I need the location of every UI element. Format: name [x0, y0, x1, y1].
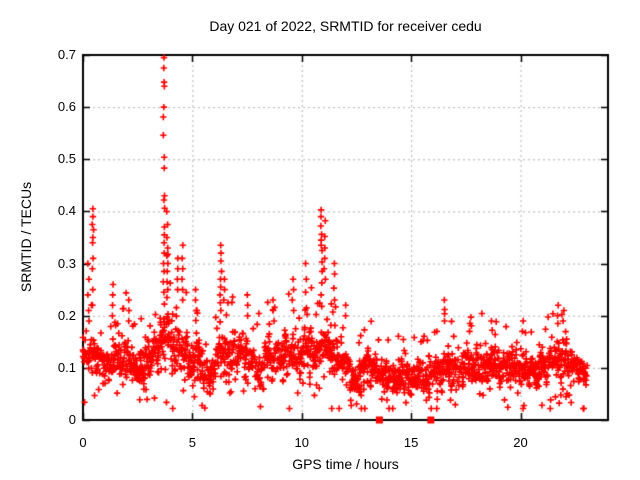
x-tick-label: 5	[188, 435, 196, 450]
y-tick-label: 0	[68, 412, 76, 427]
y-tick-label: 0.4	[57, 203, 76, 219]
x-tick-label: 15	[403, 435, 419, 450]
y-axis-label: SRMTID / TECUs	[18, 181, 34, 293]
y-tick-label: 0.6	[57, 99, 76, 115]
x-axis-label: GPS time / hours	[292, 456, 399, 472]
chart-title: Day 021 of 2022, SRMTID for receiver ced…	[209, 18, 482, 34]
x-tick-label: 10	[294, 435, 309, 450]
x-tick-label: 20	[513, 435, 528, 450]
y-tick-label: 0.7	[57, 47, 76, 62]
y-tick-label: 0.5	[57, 151, 76, 167]
y-tick-label: 0.1	[57, 359, 76, 375]
x-tick-label: 0	[79, 435, 87, 450]
y-tick-label: 0.2	[57, 307, 76, 323]
y-tick-label: 0.3	[57, 255, 76, 271]
